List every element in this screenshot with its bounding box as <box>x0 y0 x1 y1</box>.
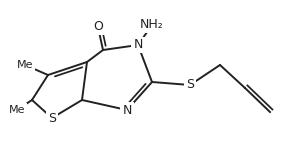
Text: Me: Me <box>17 60 33 70</box>
Text: N: N <box>122 104 132 116</box>
Text: S: S <box>186 78 194 92</box>
Text: NH₂: NH₂ <box>140 19 164 31</box>
Text: Me: Me <box>9 105 25 115</box>
Text: N: N <box>133 38 143 52</box>
Text: O: O <box>93 21 103 33</box>
Text: S: S <box>48 112 56 124</box>
